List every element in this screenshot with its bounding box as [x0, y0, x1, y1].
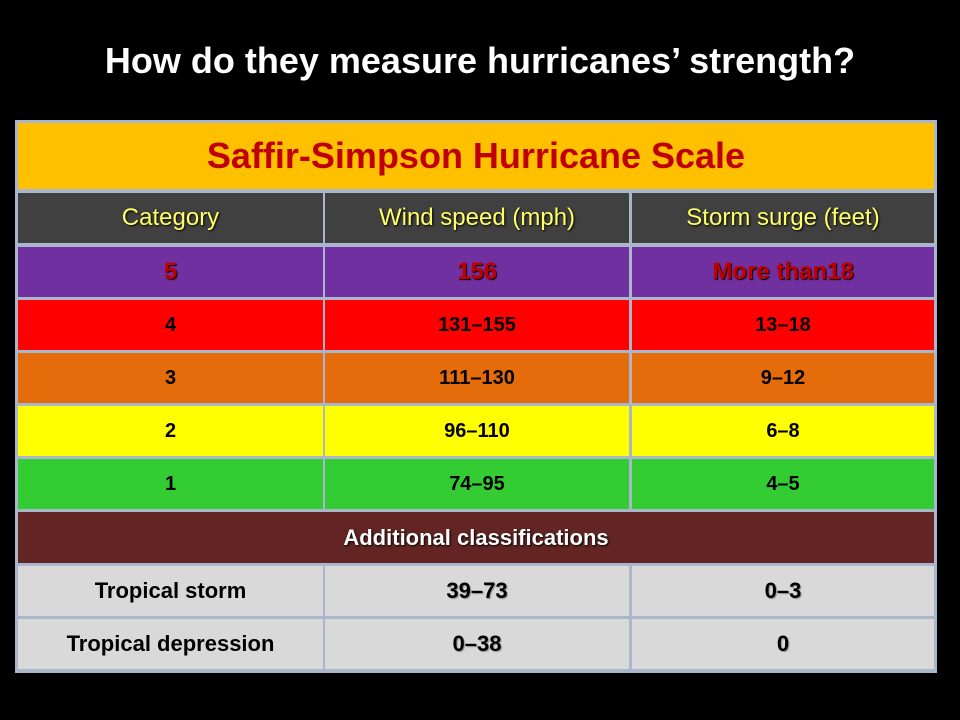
category-cell: 3 [18, 353, 323, 403]
category-cell: 6–8 [632, 406, 934, 456]
table: Saffir-Simpson Hurricane Scale Category Wi… [15, 120, 937, 673]
page-title: How do they measure hurricanes’ strength… [104, 40, 856, 81]
classification-cell: 0–3 [632, 566, 934, 616]
classification-cell: 0 [632, 619, 934, 669]
header-cell: Category [18, 193, 323, 243]
category-cell: 2 [18, 406, 323, 456]
header-cell: Wind speed (mph) [325, 193, 629, 243]
category-cell: 111–130 [325, 353, 629, 403]
category-cell: 131–155 [325, 300, 629, 350]
category-cell: 5 [18, 247, 323, 297]
classification-cell: 39–73 [325, 566, 629, 616]
classification-cell: 0–38 [325, 619, 629, 669]
category-cell: More than18 [632, 247, 934, 297]
category-cell: 13–18 [632, 300, 934, 350]
category-cell: 4–5 [632, 459, 934, 509]
category-cell: 74–95 [325, 459, 629, 509]
classification-cell: Tropical depression [18, 619, 323, 669]
category-cell: 9–12 [632, 353, 934, 403]
category-cell: 1 [18, 459, 323, 509]
classification-cell: Tropical storm [18, 566, 323, 616]
table-title: Saffir-Simpson Hurricane Scale [18, 123, 934, 189]
category-cell: 4 [18, 300, 323, 350]
section-label: Additional classifications [18, 512, 934, 563]
category-cell: 156 [325, 247, 629, 297]
category-cell: 96–110 [325, 406, 629, 456]
header-cell: Storm surge (feet) [632, 193, 934, 243]
